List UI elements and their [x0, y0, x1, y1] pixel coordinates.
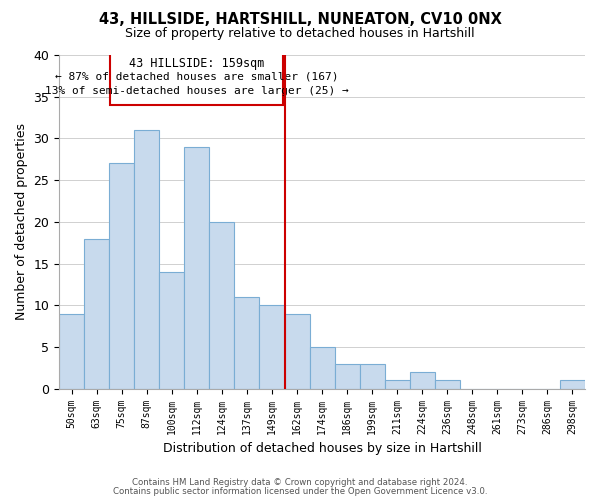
Bar	[385, 380, 410, 388]
Text: 13% of semi-detached houses are larger (25) →: 13% of semi-detached houses are larger (…	[45, 86, 349, 96]
Text: Size of property relative to detached houses in Hartshill: Size of property relative to detached ho…	[125, 28, 475, 40]
X-axis label: Distribution of detached houses by size in Hartshill: Distribution of detached houses by size …	[163, 442, 482, 455]
Bar	[310, 347, 335, 389]
Bar	[84, 238, 109, 388]
Bar	[134, 130, 160, 388]
FancyBboxPatch shape	[110, 54, 283, 105]
Text: 43 HILLSIDE: 159sqm: 43 HILLSIDE: 159sqm	[129, 56, 265, 70]
Bar	[359, 364, 385, 388]
Bar	[410, 372, 435, 388]
Text: 43, HILLSIDE, HARTSHILL, NUNEATON, CV10 0NX: 43, HILLSIDE, HARTSHILL, NUNEATON, CV10 …	[98, 12, 502, 28]
Bar	[235, 297, 259, 388]
Text: ← 87% of detached houses are smaller (167): ← 87% of detached houses are smaller (16…	[55, 72, 338, 82]
Bar	[184, 147, 209, 388]
Bar	[284, 314, 310, 388]
Bar	[435, 380, 460, 388]
Bar	[259, 306, 284, 388]
Bar	[209, 222, 235, 388]
Y-axis label: Number of detached properties: Number of detached properties	[15, 124, 28, 320]
Text: Contains HM Land Registry data © Crown copyright and database right 2024.: Contains HM Land Registry data © Crown c…	[132, 478, 468, 487]
Bar	[59, 314, 84, 388]
Bar	[335, 364, 359, 388]
Bar	[560, 380, 585, 388]
Bar	[109, 164, 134, 388]
Text: Contains public sector information licensed under the Open Government Licence v3: Contains public sector information licen…	[113, 487, 487, 496]
Bar	[160, 272, 184, 388]
